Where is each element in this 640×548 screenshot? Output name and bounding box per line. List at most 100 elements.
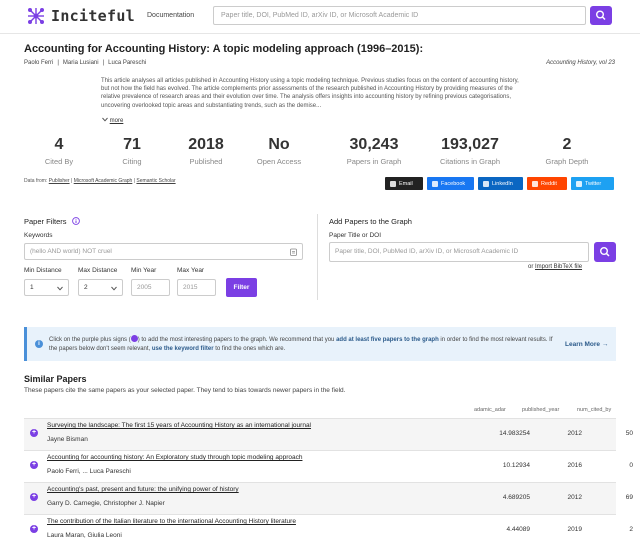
paper-title-link[interactable]: Accounting's past, present and future: t… xyxy=(47,486,239,493)
source-link-mag[interactable]: Microsoft Academic Graph xyxy=(73,178,133,184)
or-text: or xyxy=(528,264,534,270)
learn-more-link[interactable]: Learn More → xyxy=(565,341,609,348)
paper-title-link[interactable]: Accounting for accounting history: An Ex… xyxy=(47,454,303,461)
author-separator: | xyxy=(57,60,59,66)
min-year-input[interactable]: 2005 xyxy=(131,279,170,296)
info-icon[interactable] xyxy=(71,217,80,225)
min-distance-value: 1 xyxy=(30,284,34,291)
paper-title-link[interactable]: Surveying the landscape: The first 15 ye… xyxy=(47,422,312,429)
min-distance-label: Min Distance xyxy=(24,267,62,274)
twitter-icon xyxy=(576,180,582,187)
share-twitter-button[interactable]: Twitter xyxy=(571,177,614,190)
add-paper-plus-icon[interactable]: + xyxy=(30,493,38,501)
header-search-input[interactable]: Paper title, DOI, PubMed ID, arXiv ID, o… xyxy=(213,6,586,25)
stat-value: 4 xyxy=(54,136,64,153)
author[interactable]: Maria Lusiani xyxy=(62,60,99,66)
cell-adamic-adar: 4.44089 xyxy=(506,526,531,533)
paper-title-link[interactable]: The contribution of the Italian literatu… xyxy=(47,518,296,525)
share-label: Facebook xyxy=(441,180,466,187)
max-year-input[interactable]: 2015 xyxy=(177,279,216,296)
header-search-button[interactable] xyxy=(590,6,612,25)
cell-published-year: 2012 xyxy=(567,494,582,501)
add-paper-plus-icon[interactable]: + xyxy=(30,429,38,437)
chevron-down-icon xyxy=(111,286,117,291)
source-link-semantic-scholar[interactable]: Semantic Scholar xyxy=(136,178,176,184)
cell-published-year: 2019 xyxy=(567,526,582,533)
stat-value: No xyxy=(268,136,290,153)
stat-cited-by[interactable]: 4 Cited By xyxy=(36,136,82,166)
similar-papers-description: These papers cite the same papers as you… xyxy=(24,387,346,394)
filters-heading: Paper Filters xyxy=(24,217,80,226)
stat-value: 193,027 xyxy=(441,136,499,153)
add-papers-heading: Add Papers to the Graph xyxy=(329,217,412,226)
similar-papers-heading: Similar Papers xyxy=(24,374,87,384)
keywords-placeholder: (hello AND world) NOT cruel xyxy=(30,248,112,255)
source-link-publisher[interactable]: Publisher xyxy=(48,178,70,184)
author[interactable]: Paolo Ferri xyxy=(24,60,54,66)
linkedin-icon xyxy=(483,180,489,187)
clipboard-icon[interactable] xyxy=(290,248,297,256)
source-separator: | xyxy=(70,178,73,184)
min-year-label: Min Year xyxy=(131,267,157,274)
max-distance-label: Max Distance xyxy=(78,267,118,274)
share-label: Email xyxy=(399,180,413,187)
paper-authors: Jayne Bisman xyxy=(47,436,88,443)
cell-adamic-adar: 10.12934 xyxy=(502,462,530,469)
stat-value: 30,243 xyxy=(349,136,399,153)
documentation-link[interactable]: Documentation xyxy=(147,12,195,19)
stat-graph-depth: 2 Graph Depth xyxy=(536,136,598,166)
add-paper-plus-icon[interactable]: + xyxy=(30,461,38,469)
min-distance-select[interactable]: 1 xyxy=(24,279,69,296)
stat-value: 71 xyxy=(123,136,141,153)
abstract-more-link[interactable]: more xyxy=(102,117,123,124)
search-icon xyxy=(599,246,610,257)
filter-button[interactable]: Filter xyxy=(226,278,257,297)
facebook-icon xyxy=(432,180,438,187)
stat-value: 2018 xyxy=(188,136,224,153)
paper-authors: Paolo Ferri | Maria Lusiani | Luca Pares… xyxy=(24,60,146,66)
share-email-button[interactable]: Email xyxy=(385,177,423,190)
add-paper-plus-icon[interactable]: + xyxy=(30,525,38,533)
share-reddit-button[interactable]: Reddit xyxy=(527,177,567,190)
filters-heading-text: Paper Filters xyxy=(24,217,67,226)
bibtex-import: or Import BibTeX file xyxy=(528,264,582,270)
brand-logo[interactable]: Inciteful xyxy=(26,6,135,26)
column-header-published-year[interactable]: published_year xyxy=(522,407,560,413)
top-navbar: Inciteful Documentation Paper title, DOI… xyxy=(0,0,640,34)
section-divider xyxy=(317,214,318,300)
data-sources-prefix: Data from: xyxy=(24,178,48,184)
source-separator: | xyxy=(133,178,136,184)
reddit-icon xyxy=(532,180,538,187)
cell-published-year: 2012 xyxy=(567,430,582,437)
import-bibtex-link[interactable]: Import BibTeX file xyxy=(535,264,583,270)
cell-num-cited-by: 50 xyxy=(625,430,633,437)
share-label: Reddit xyxy=(541,180,557,187)
paper-title-doi-label: Paper Title or DOI xyxy=(329,232,382,239)
info-banner: i Click on the purple plus signs () to a… xyxy=(24,327,616,361)
info-text: Click on the purple plus signs () to add… xyxy=(49,335,553,352)
add-paper-input[interactable]: Paper title, DOI, PubMed ID, arXiv ID, o… xyxy=(329,242,589,262)
cell-num-cited-by: 69 xyxy=(625,494,633,501)
column-header-num-cited-by[interactable]: num_cited_by xyxy=(577,407,612,413)
stat-citing[interactable]: 71 Citing xyxy=(109,136,155,166)
max-distance-select[interactable]: 2 xyxy=(78,279,123,296)
column-header-adamic-adar[interactable]: adamic_adar xyxy=(474,407,506,413)
cell-adamic-adar: 4.689205 xyxy=(502,494,530,501)
logo-network-icon xyxy=(28,8,44,24)
stat-citations-in-graph: 193,027 Citations in Graph xyxy=(428,136,512,166)
stat-open-access: No Open Access xyxy=(249,136,309,166)
share-linkedin-button[interactable]: LinkedIn xyxy=(478,177,523,190)
brand-name: Inciteful xyxy=(51,7,135,25)
stat-label: Papers in Graph xyxy=(346,157,402,166)
max-distance-value: 2 xyxy=(84,284,88,291)
stat-published: 2018 Published xyxy=(179,136,233,166)
author[interactable]: Luca Pareschi xyxy=(108,60,147,66)
email-icon xyxy=(390,180,396,187)
add-paper-search-button[interactable] xyxy=(594,242,616,262)
keywords-input[interactable]: (hello AND world) NOT cruel xyxy=(24,243,303,260)
share-facebook-button[interactable]: Facebook xyxy=(427,177,474,190)
paper-journal: Accounting History, vol 23 xyxy=(546,60,615,66)
cell-published-year: 2016 xyxy=(567,462,582,469)
table-row: + Accounting's past, present and future:… xyxy=(24,482,633,514)
chevron-down-icon xyxy=(57,286,63,291)
